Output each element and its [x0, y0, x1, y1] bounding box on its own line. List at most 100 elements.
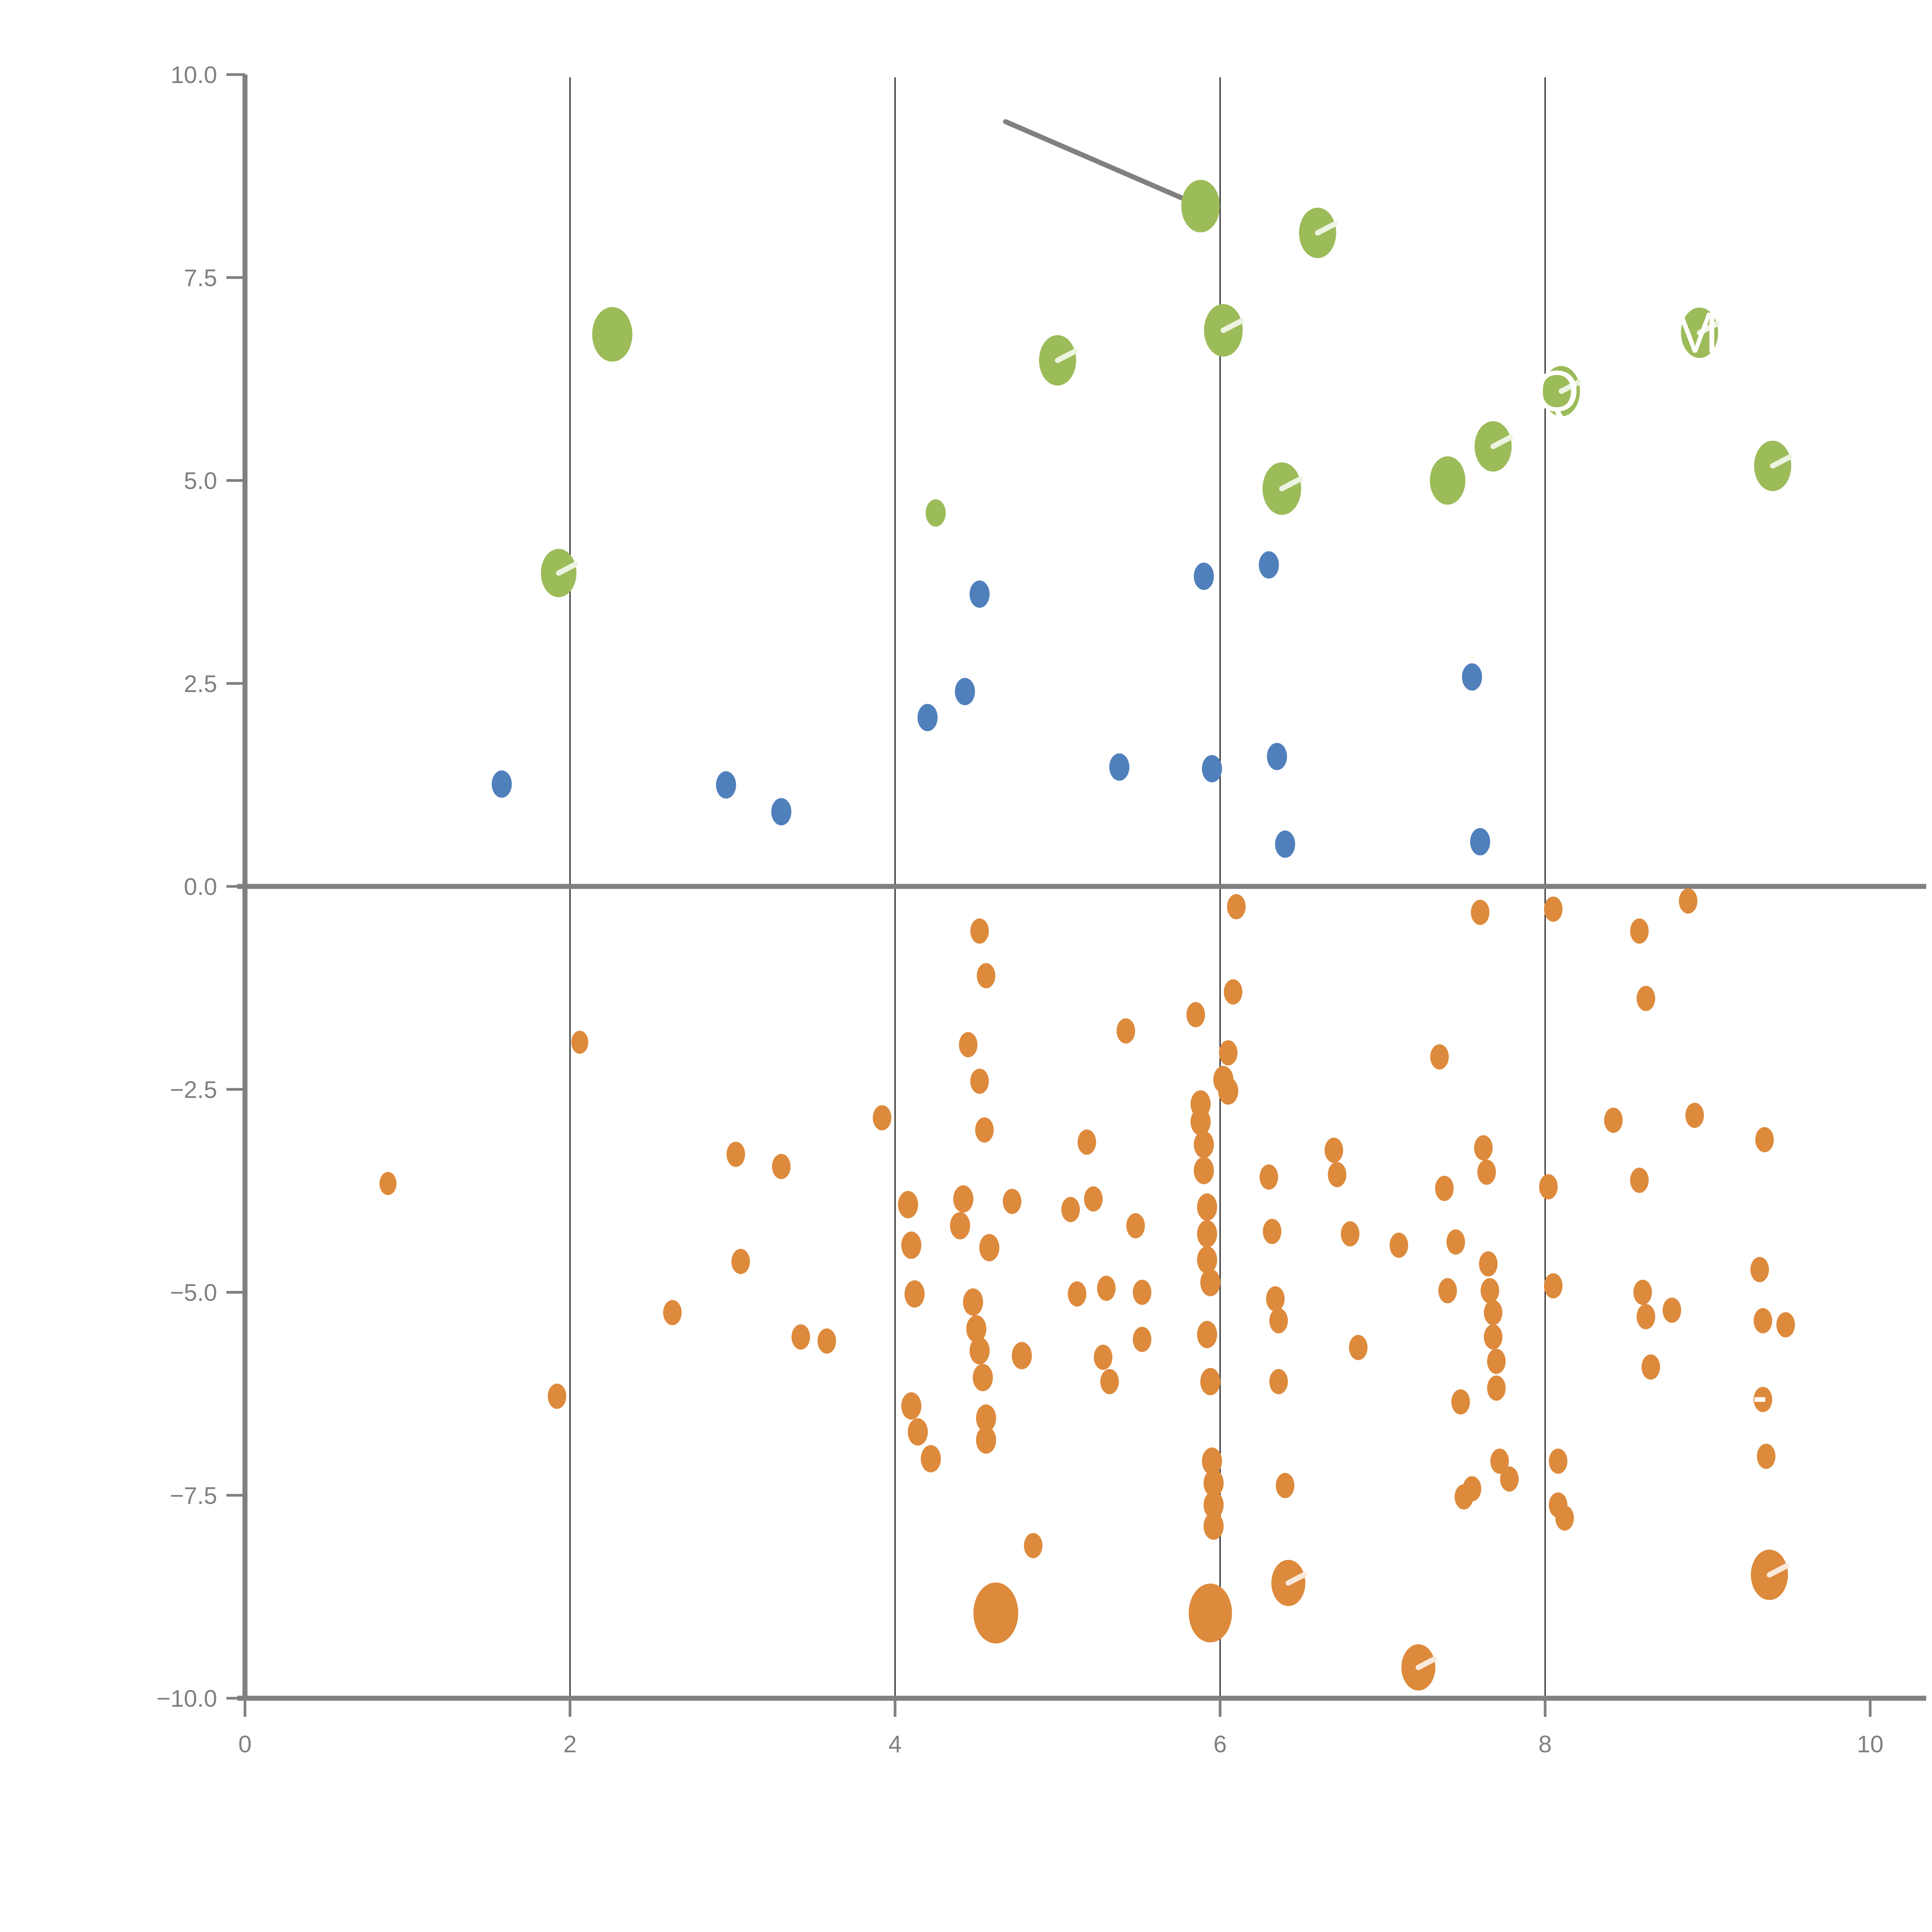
- scatter-marker[interactable]: [1269, 1369, 1288, 1395]
- scatter-marker[interactable]: [1266, 1286, 1285, 1311]
- scatter-marker[interactable]: [1328, 1162, 1347, 1187]
- scatter-marker[interactable]: [1662, 1298, 1681, 1323]
- scatter-marker[interactable]: [1555, 1505, 1574, 1531]
- scatter-marker[interactable]: [1259, 551, 1279, 579]
- scatter-marker[interactable]: [917, 704, 938, 731]
- scatter-marker[interactable]: [901, 1392, 922, 1420]
- scatter-marker[interactable]: [726, 1141, 745, 1167]
- scatter-marker[interactable]: [1604, 1107, 1623, 1133]
- scatter-marker[interactable]: [976, 1426, 996, 1454]
- scatter-marker[interactable]: [1679, 888, 1697, 914]
- scatter-marker[interactable]: [1267, 743, 1287, 770]
- scatter-marker[interactable]: [1203, 1491, 1224, 1519]
- scatter-marker[interactable]: [1194, 1131, 1214, 1158]
- scatter-marker[interactable]: [1269, 1308, 1288, 1333]
- scatter-marker[interactable]: [791, 1324, 810, 1350]
- scatter-marker[interactable]: [817, 1328, 836, 1354]
- scatter-marker[interactable]: [1275, 830, 1295, 858]
- scatter-marker[interactable]: [1263, 1219, 1282, 1244]
- scatter-marker[interactable]: [979, 1234, 1000, 1262]
- scatter-marker[interactable]: [1181, 180, 1220, 233]
- scatter-marker[interactable]: [1200, 1368, 1221, 1395]
- scatter-marker[interactable]: [1202, 755, 1222, 782]
- scatter-marker[interactable]: [663, 1300, 682, 1325]
- scatter-marker[interactable]: [1484, 1324, 1503, 1350]
- scatter-marker[interactable]: [1484, 1300, 1503, 1325]
- scatter-marker[interactable]: [955, 678, 975, 706]
- scatter-marker[interactable]: [973, 1582, 1019, 1644]
- scatter-marker[interactable]: [1630, 1167, 1649, 1193]
- scatter-marker[interactable]: [1474, 1135, 1493, 1161]
- scatter-marker[interactable]: [1202, 1447, 1222, 1475]
- scatter-marker[interactable]: [1224, 979, 1243, 1005]
- scatter-marker[interactable]: [1133, 1327, 1151, 1352]
- scatter-marker[interactable]: [1197, 1321, 1217, 1349]
- scatter-marker[interactable]: [973, 1364, 993, 1391]
- scatter-marker[interactable]: [1685, 1102, 1704, 1128]
- scatter-marker[interactable]: [1487, 1349, 1506, 1374]
- scatter-marker[interactable]: [716, 771, 736, 799]
- scatter-marker[interactable]: [1197, 1246, 1217, 1274]
- scatter-marker[interactable]: [1341, 1221, 1360, 1247]
- scatter-marker[interactable]: [1012, 1342, 1032, 1369]
- scatter-marker[interactable]: [1133, 1279, 1151, 1305]
- scatter-marker[interactable]: [920, 1445, 941, 1473]
- scatter-marker[interactable]: [1227, 894, 1246, 920]
- scatter-marker[interactable]: [908, 1418, 928, 1446]
- scatter-marker[interactable]: [901, 1231, 922, 1259]
- scatter-marker[interactable]: [1776, 1312, 1795, 1338]
- scatter-marker[interactable]: [966, 1315, 986, 1343]
- scatter-marker[interactable]: [1194, 1156, 1214, 1184]
- scatter-marker[interactable]: [1084, 1186, 1103, 1212]
- scatter-marker[interactable]: [970, 918, 989, 944]
- scatter-marker[interactable]: [1203, 1469, 1224, 1497]
- scatter-marker[interactable]: [1446, 1229, 1465, 1255]
- scatter-marker[interactable]: [1630, 918, 1649, 944]
- scatter-marker[interactable]: [872, 1105, 891, 1131]
- scatter-marker[interactable]: [1438, 1278, 1457, 1303]
- scatter-marker[interactable]: [1276, 1473, 1294, 1498]
- scatter-marker[interactable]: [592, 307, 633, 362]
- scatter-marker[interactable]: [904, 1280, 925, 1308]
- scatter-marker[interactable]: [1186, 1002, 1205, 1027]
- scatter-marker[interactable]: [1500, 1466, 1519, 1492]
- scatter-marker[interactable]: [571, 1031, 588, 1054]
- scatter-marker[interactable]: [970, 1068, 989, 1094]
- scatter-marker[interactable]: [1200, 1269, 1221, 1296]
- scatter-marker[interactable]: [1109, 753, 1129, 781]
- scatter-marker[interactable]: [1636, 1304, 1655, 1330]
- scatter-marker[interactable]: [1197, 1193, 1217, 1221]
- scatter-marker[interactable]: [950, 1212, 970, 1240]
- scatter-marker[interactable]: [1430, 456, 1466, 505]
- scatter-marker[interactable]: [1116, 1018, 1135, 1044]
- scatter-marker[interactable]: [1430, 1044, 1449, 1070]
- scatter-marker[interactable]: [1203, 1512, 1224, 1540]
- scatter-marker[interactable]: [976, 1404, 996, 1432]
- scatter-marker[interactable]: [969, 580, 990, 608]
- scatter-marker[interactable]: [1757, 1444, 1776, 1469]
- scatter-marker[interactable]: [548, 1383, 566, 1409]
- scatter-marker[interactable]: [1219, 1040, 1238, 1066]
- scatter-marker[interactable]: [1462, 663, 1482, 691]
- scatter-marker[interactable]: [1750, 1257, 1769, 1282]
- scatter-marker[interactable]: [1633, 1279, 1652, 1305]
- scatter-marker[interactable]: [1100, 1369, 1119, 1395]
- scatter-marker[interactable]: [1197, 1220, 1217, 1248]
- scatter-marker[interactable]: [1097, 1276, 1116, 1301]
- scatter-marker[interactable]: [1544, 896, 1563, 922]
- scatter-marker[interactable]: [1194, 563, 1214, 590]
- scatter-marker[interactable]: [1636, 986, 1655, 1011]
- scatter-marker[interactable]: [1094, 1344, 1112, 1370]
- scatter-marker[interactable]: [1218, 1077, 1238, 1105]
- scatter-marker[interactable]: [1061, 1197, 1080, 1222]
- scatter-marker[interactable]: [1389, 1233, 1408, 1258]
- scatter-marker[interactable]: [1477, 1159, 1496, 1185]
- scatter-marker[interactable]: [975, 1117, 994, 1143]
- scatter-marker[interactable]: [1003, 1189, 1022, 1214]
- scatter-marker[interactable]: [925, 499, 946, 527]
- scatter-marker[interactable]: [898, 1191, 918, 1218]
- scatter-marker[interactable]: [1435, 1175, 1454, 1201]
- scatter-marker[interactable]: [953, 1185, 974, 1213]
- scatter-marker[interactable]: [976, 963, 995, 988]
- scatter-marker[interactable]: [771, 798, 791, 826]
